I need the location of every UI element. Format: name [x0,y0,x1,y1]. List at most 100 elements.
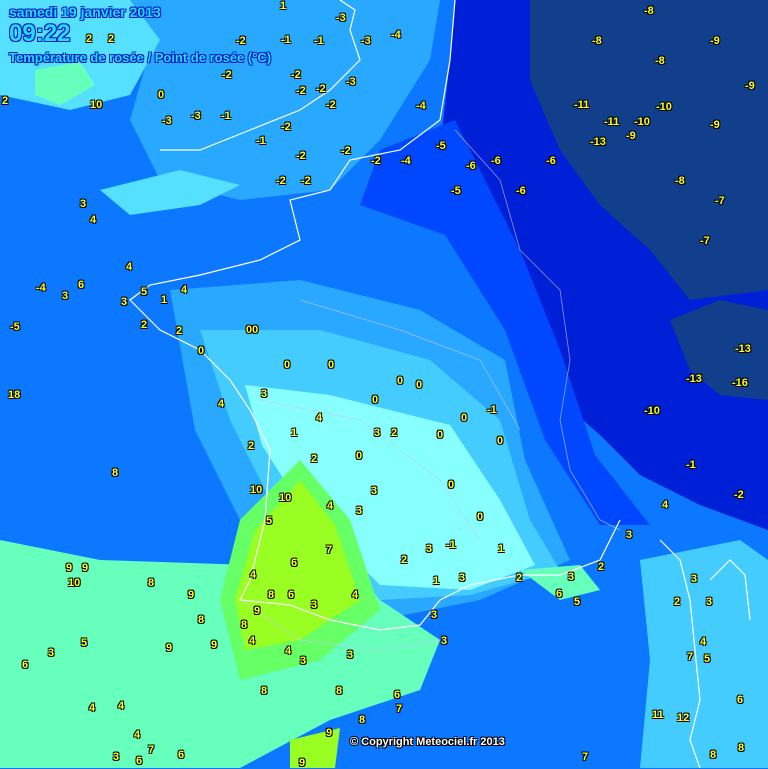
station-value: 8 [198,614,205,626]
station-value: -6 [491,155,501,167]
station-value: -2 [236,35,246,47]
station-value: 0 [372,394,379,406]
station-value: -2 [341,145,351,157]
station-value: -3 [191,110,201,122]
station-value: 3 [113,751,120,763]
station-value: 0 [158,89,165,101]
station-value: 6 [556,588,563,600]
station-value: 2 [674,596,681,608]
station-value: 3 [261,388,268,400]
station-value: 0 [461,412,468,424]
station-value: 2 [108,33,115,45]
station-value: 6 [288,589,295,601]
station-value: 8 [738,742,745,754]
station-value: 0 [284,359,291,371]
station-value: -2 [276,175,286,187]
station-value: 4 [118,700,125,712]
station-value: 10 [250,484,263,496]
station-value: 4 [249,635,256,647]
station-value: 6 [78,279,85,291]
station-value: 4 [285,645,292,657]
station-value: 6 [178,749,185,761]
station-value: -4 [401,155,411,167]
station-value: -1 [446,539,456,551]
station-value: 9 [166,642,173,654]
station-value: -10 [644,405,660,417]
station-value: 7 [326,544,333,556]
station-value: -2 [371,155,381,167]
station-value: 1 [280,0,287,12]
station-value: 0 [497,435,504,447]
station-value: 3 [62,290,69,302]
station-value: 3 [374,427,381,439]
zone-yellow-green-south [290,728,340,768]
station-value: 1 [291,427,298,439]
map-time: 09:22 [9,20,71,47]
zone-green-england [35,62,95,105]
station-value: 0 [448,479,455,491]
station-value: 5 [704,653,711,665]
station-value: -6 [546,155,556,167]
station-value: 2 [2,95,9,107]
station-value: 8 [710,749,717,761]
station-value: 1 [498,543,505,555]
station-value: 8 [261,685,268,697]
station-value: 6 [136,755,143,767]
station-value: 3 [347,649,354,661]
map-title: Température de rosée / Point de rosée (°… [9,50,272,65]
station-value: -8 [644,5,654,17]
station-value: 11 [652,709,664,721]
station-value: -2 [291,69,301,81]
station-value: -13 [590,136,606,148]
station-value: -4 [416,100,426,112]
station-value: -3 [336,12,346,24]
station-value: 2 [391,427,398,439]
station-value: 3 [426,543,433,555]
station-value: 1 [433,575,440,587]
station-value: -2 [301,175,311,187]
station-value: 3 [80,198,87,210]
station-value: 4 [126,261,133,273]
station-value: 0 [437,429,444,441]
station-value: -3 [162,115,172,127]
station-value: -2 [316,83,326,95]
station-value: 0 [416,379,423,391]
station-value: 0 [397,375,404,387]
station-value: 6 [394,689,401,701]
station-value: -6 [516,185,526,197]
station-value: -11 [604,116,620,128]
station-value: -9 [626,130,636,142]
station-value: -10 [656,101,672,113]
station-value: -2 [734,489,744,501]
station-value: 5 [141,286,148,298]
map-date: samedi 19 janvier 2013 [9,4,161,20]
station-value: 8 [268,589,275,601]
station-value: -13 [735,343,751,355]
station-value: 4 [181,284,188,296]
zone-cyan-corsica [640,540,768,768]
station-value: 2 [248,440,255,452]
station-value: -5 [451,185,461,197]
station-value: 4 [327,500,334,512]
station-value: 6 [737,694,744,706]
station-value: 3 [706,596,713,608]
station-value: 18 [8,389,21,401]
station-value: 8 [112,467,119,479]
station-value: 3 [371,485,378,497]
station-value: 3 [48,647,55,659]
station-value: -1 [221,110,231,122]
station-value: 0 [198,345,205,357]
zone-aqua-med [520,565,600,600]
station-value: 7 [396,703,403,715]
station-value: 2 [401,554,408,566]
station-value: 4 [250,569,257,581]
station-value: 9 [188,589,195,601]
station-value: -2 [281,121,291,133]
station-value: -2 [326,99,336,111]
station-value: -1 [281,34,291,46]
station-value: 4 [352,589,359,601]
station-value: -4 [36,282,46,294]
station-value: 2 [516,572,523,584]
station-value: 3 [568,571,575,583]
